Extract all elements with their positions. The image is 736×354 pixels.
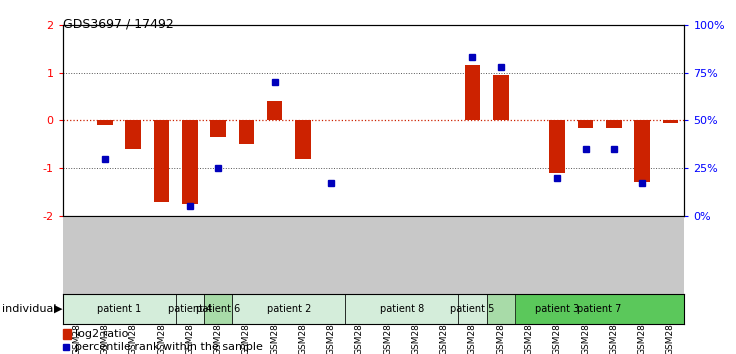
Bar: [238, 120, 254, 144]
Text: patient 2: patient 2: [266, 304, 311, 314]
Text: patient 8: patient 8: [380, 304, 424, 314]
Text: patient 7: patient 7: [578, 304, 622, 314]
Bar: [345, 294, 459, 324]
Bar: [63, 294, 176, 324]
Bar: [182, 120, 197, 204]
Bar: [662, 120, 678, 123]
Text: patient 1: patient 1: [97, 304, 141, 314]
Bar: [486, 294, 628, 324]
Bar: [267, 101, 283, 120]
Text: percentile rank within the sample: percentile rank within the sample: [75, 342, 263, 352]
Bar: [515, 294, 684, 324]
Text: patient 4: patient 4: [168, 304, 212, 314]
Bar: [493, 75, 509, 120]
Bar: [154, 120, 169, 202]
Bar: [232, 294, 345, 324]
Bar: [63, 329, 71, 339]
Text: patient 5: patient 5: [450, 304, 495, 314]
Bar: [295, 120, 311, 159]
Bar: [204, 294, 232, 324]
Bar: [606, 120, 622, 127]
Bar: [459, 294, 486, 324]
Text: patient 3: patient 3: [535, 304, 579, 314]
Bar: [210, 120, 226, 137]
Bar: [550, 120, 565, 173]
Bar: [464, 65, 480, 120]
Text: patient 6: patient 6: [196, 304, 240, 314]
Bar: [97, 120, 113, 125]
Bar: [634, 120, 650, 183]
Bar: [578, 120, 593, 127]
Text: individual: individual: [2, 304, 57, 314]
Text: GDS3697 / 17492: GDS3697 / 17492: [63, 18, 173, 31]
Text: ▶: ▶: [54, 304, 63, 314]
Bar: [176, 294, 204, 324]
Bar: [125, 120, 141, 149]
Text: log2 ratio: log2 ratio: [75, 329, 128, 339]
